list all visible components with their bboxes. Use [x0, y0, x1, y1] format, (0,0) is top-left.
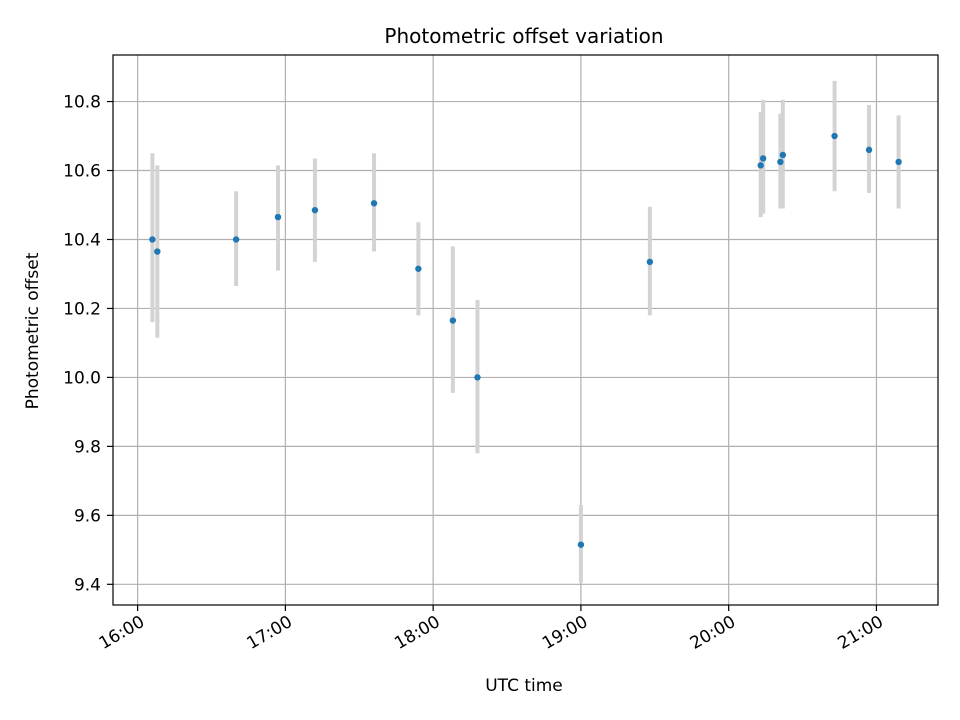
y-tick-label: 9.6 — [74, 506, 101, 526]
y-tick-label: 10.6 — [63, 162, 101, 182]
data-point — [274, 213, 282, 221]
plot-frame — [112, 54, 939, 606]
data-point — [370, 200, 378, 207]
data-point — [449, 317, 457, 324]
grid — [113, 55, 938, 605]
data-point — [865, 146, 873, 154]
data-point — [895, 158, 902, 166]
data-point — [474, 374, 481, 381]
y-tick-label: 10.8 — [63, 93, 101, 113]
data-point — [646, 258, 654, 266]
y-tick-label: 10.2 — [63, 299, 101, 319]
data-point — [415, 265, 422, 272]
y-axis-label: Photometric offset — [23, 252, 43, 409]
y-tick-label: 9.4 — [74, 575, 101, 595]
data-point — [779, 151, 787, 159]
y-axis-ticks: 9.4 9.6 9.8 10.0 10.2 10.4 10.6 10.8 — [63, 93, 113, 595]
data-point — [154, 248, 161, 255]
y-tick-label: 9.8 — [74, 437, 101, 457]
data-point — [232, 236, 240, 243]
data-point — [777, 158, 784, 166]
chart-title: Photometric offset variation — [384, 24, 663, 48]
data-point — [831, 132, 838, 140]
data-point — [311, 206, 319, 214]
data-points — [149, 132, 902, 548]
data-point — [577, 541, 585, 548]
y-tick-label: 10.4 — [63, 230, 101, 250]
data-point — [757, 162, 764, 169]
x-axis-label: UTC time — [485, 676, 563, 696]
data-point — [759, 155, 767, 162]
y-tick-label: 10.0 — [63, 368, 101, 388]
data-point — [149, 236, 156, 243]
